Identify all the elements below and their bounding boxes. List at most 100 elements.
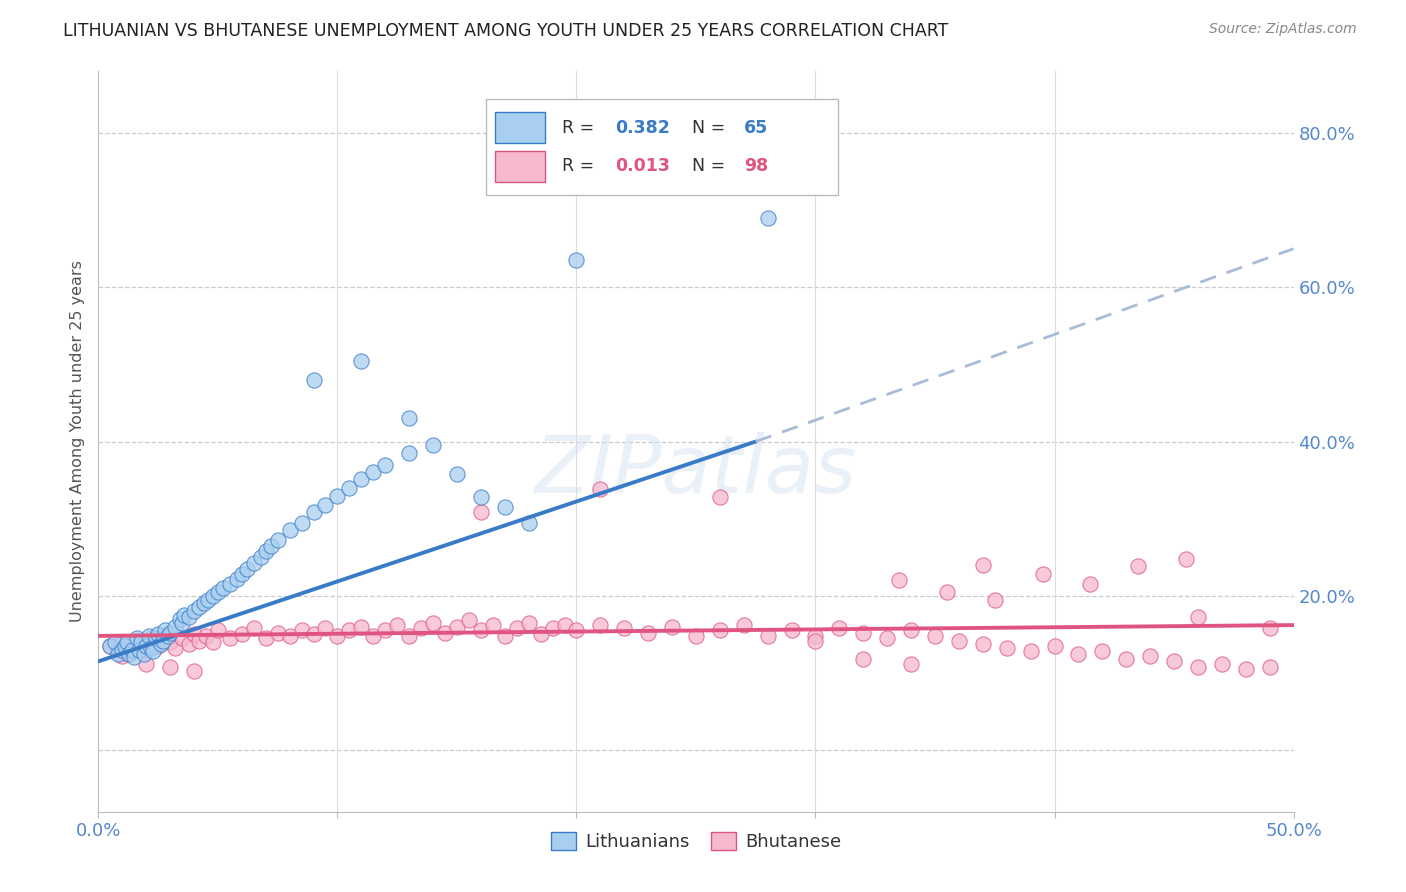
Point bbox=[948, 633, 970, 648]
Point bbox=[422, 438, 444, 452]
Point bbox=[446, 619, 468, 633]
Point bbox=[226, 572, 249, 586]
Point bbox=[219, 631, 242, 645]
Point bbox=[326, 489, 349, 503]
Point bbox=[589, 618, 612, 632]
Point bbox=[278, 523, 301, 537]
Point bbox=[254, 631, 277, 645]
Point bbox=[202, 635, 225, 649]
Point bbox=[972, 558, 994, 572]
Point bbox=[104, 635, 127, 649]
Point bbox=[517, 615, 540, 630]
Point bbox=[326, 629, 349, 643]
Point bbox=[1163, 654, 1185, 668]
Point bbox=[207, 624, 229, 638]
Text: ZIPatlas: ZIPatlas bbox=[534, 432, 858, 510]
Point bbox=[302, 627, 325, 641]
Point bbox=[135, 642, 157, 657]
Point bbox=[118, 647, 141, 661]
Text: 0.013: 0.013 bbox=[614, 157, 669, 175]
Point bbox=[470, 490, 492, 504]
FancyBboxPatch shape bbox=[495, 151, 546, 182]
Point bbox=[1139, 648, 1161, 663]
Point bbox=[339, 481, 361, 495]
Point bbox=[1187, 610, 1209, 624]
Point bbox=[661, 619, 683, 633]
Point bbox=[876, 631, 898, 645]
Point bbox=[139, 641, 162, 656]
Point bbox=[115, 635, 138, 649]
Point bbox=[267, 625, 290, 640]
Point bbox=[995, 641, 1018, 656]
Text: N =: N = bbox=[692, 157, 731, 175]
Point bbox=[243, 621, 266, 635]
Point bbox=[111, 648, 134, 663]
Point bbox=[152, 633, 174, 648]
Point bbox=[924, 629, 946, 643]
Point bbox=[98, 639, 122, 653]
Point bbox=[900, 624, 922, 638]
Point bbox=[804, 633, 827, 648]
Point bbox=[494, 629, 516, 643]
Point bbox=[111, 635, 134, 649]
Point bbox=[187, 600, 209, 615]
Point bbox=[852, 652, 875, 666]
Point bbox=[124, 650, 146, 665]
Point bbox=[183, 604, 205, 618]
Point bbox=[889, 574, 911, 588]
Point bbox=[530, 627, 553, 641]
Legend: Lithuanians, Bhutanese: Lithuanians, Bhutanese bbox=[543, 825, 849, 858]
Text: LITHUANIAN VS BHUTANESE UNEMPLOYMENT AMONG YOUTH UNDER 25 YEARS CORRELATION CHAR: LITHUANIAN VS BHUTANESE UNEMPLOYMENT AMO… bbox=[63, 22, 949, 40]
Point bbox=[422, 615, 444, 630]
Point bbox=[124, 637, 146, 651]
Point bbox=[565, 624, 588, 638]
Point bbox=[131, 633, 153, 648]
Point bbox=[183, 665, 205, 679]
Point bbox=[155, 629, 177, 643]
Point bbox=[107, 647, 129, 661]
Point bbox=[385, 618, 409, 632]
Point bbox=[984, 592, 1007, 607]
Point bbox=[315, 621, 337, 635]
Point bbox=[163, 641, 186, 656]
Point bbox=[470, 506, 492, 520]
Point bbox=[155, 624, 177, 638]
Point bbox=[1258, 659, 1281, 673]
Point bbox=[1128, 559, 1150, 574]
Point bbox=[733, 618, 755, 632]
Point bbox=[159, 635, 181, 649]
Point bbox=[565, 253, 588, 268]
Point bbox=[148, 639, 170, 653]
Point bbox=[398, 629, 420, 643]
Point bbox=[267, 533, 290, 548]
Point bbox=[1067, 647, 1090, 661]
Point bbox=[250, 550, 273, 565]
Text: 98: 98 bbox=[744, 157, 768, 175]
Point bbox=[1043, 639, 1066, 653]
Point bbox=[350, 472, 373, 486]
Point bbox=[148, 627, 170, 641]
Point bbox=[613, 621, 636, 635]
Point bbox=[107, 642, 129, 657]
Point bbox=[302, 506, 325, 520]
Point bbox=[132, 647, 155, 661]
Point bbox=[780, 624, 803, 638]
Point bbox=[114, 639, 136, 653]
Point bbox=[756, 629, 779, 643]
Point bbox=[1234, 662, 1257, 676]
Point bbox=[363, 629, 385, 643]
Point bbox=[1115, 652, 1137, 666]
Point bbox=[541, 621, 564, 635]
Point bbox=[173, 608, 195, 623]
Point bbox=[506, 621, 529, 635]
Text: 65: 65 bbox=[744, 119, 768, 136]
Point bbox=[398, 446, 420, 460]
Point bbox=[339, 624, 361, 638]
Point bbox=[709, 490, 731, 504]
Point bbox=[138, 629, 160, 643]
Point bbox=[121, 642, 143, 657]
Point bbox=[131, 635, 153, 649]
Point bbox=[291, 516, 314, 530]
Point bbox=[195, 629, 218, 643]
FancyBboxPatch shape bbox=[495, 112, 546, 144]
